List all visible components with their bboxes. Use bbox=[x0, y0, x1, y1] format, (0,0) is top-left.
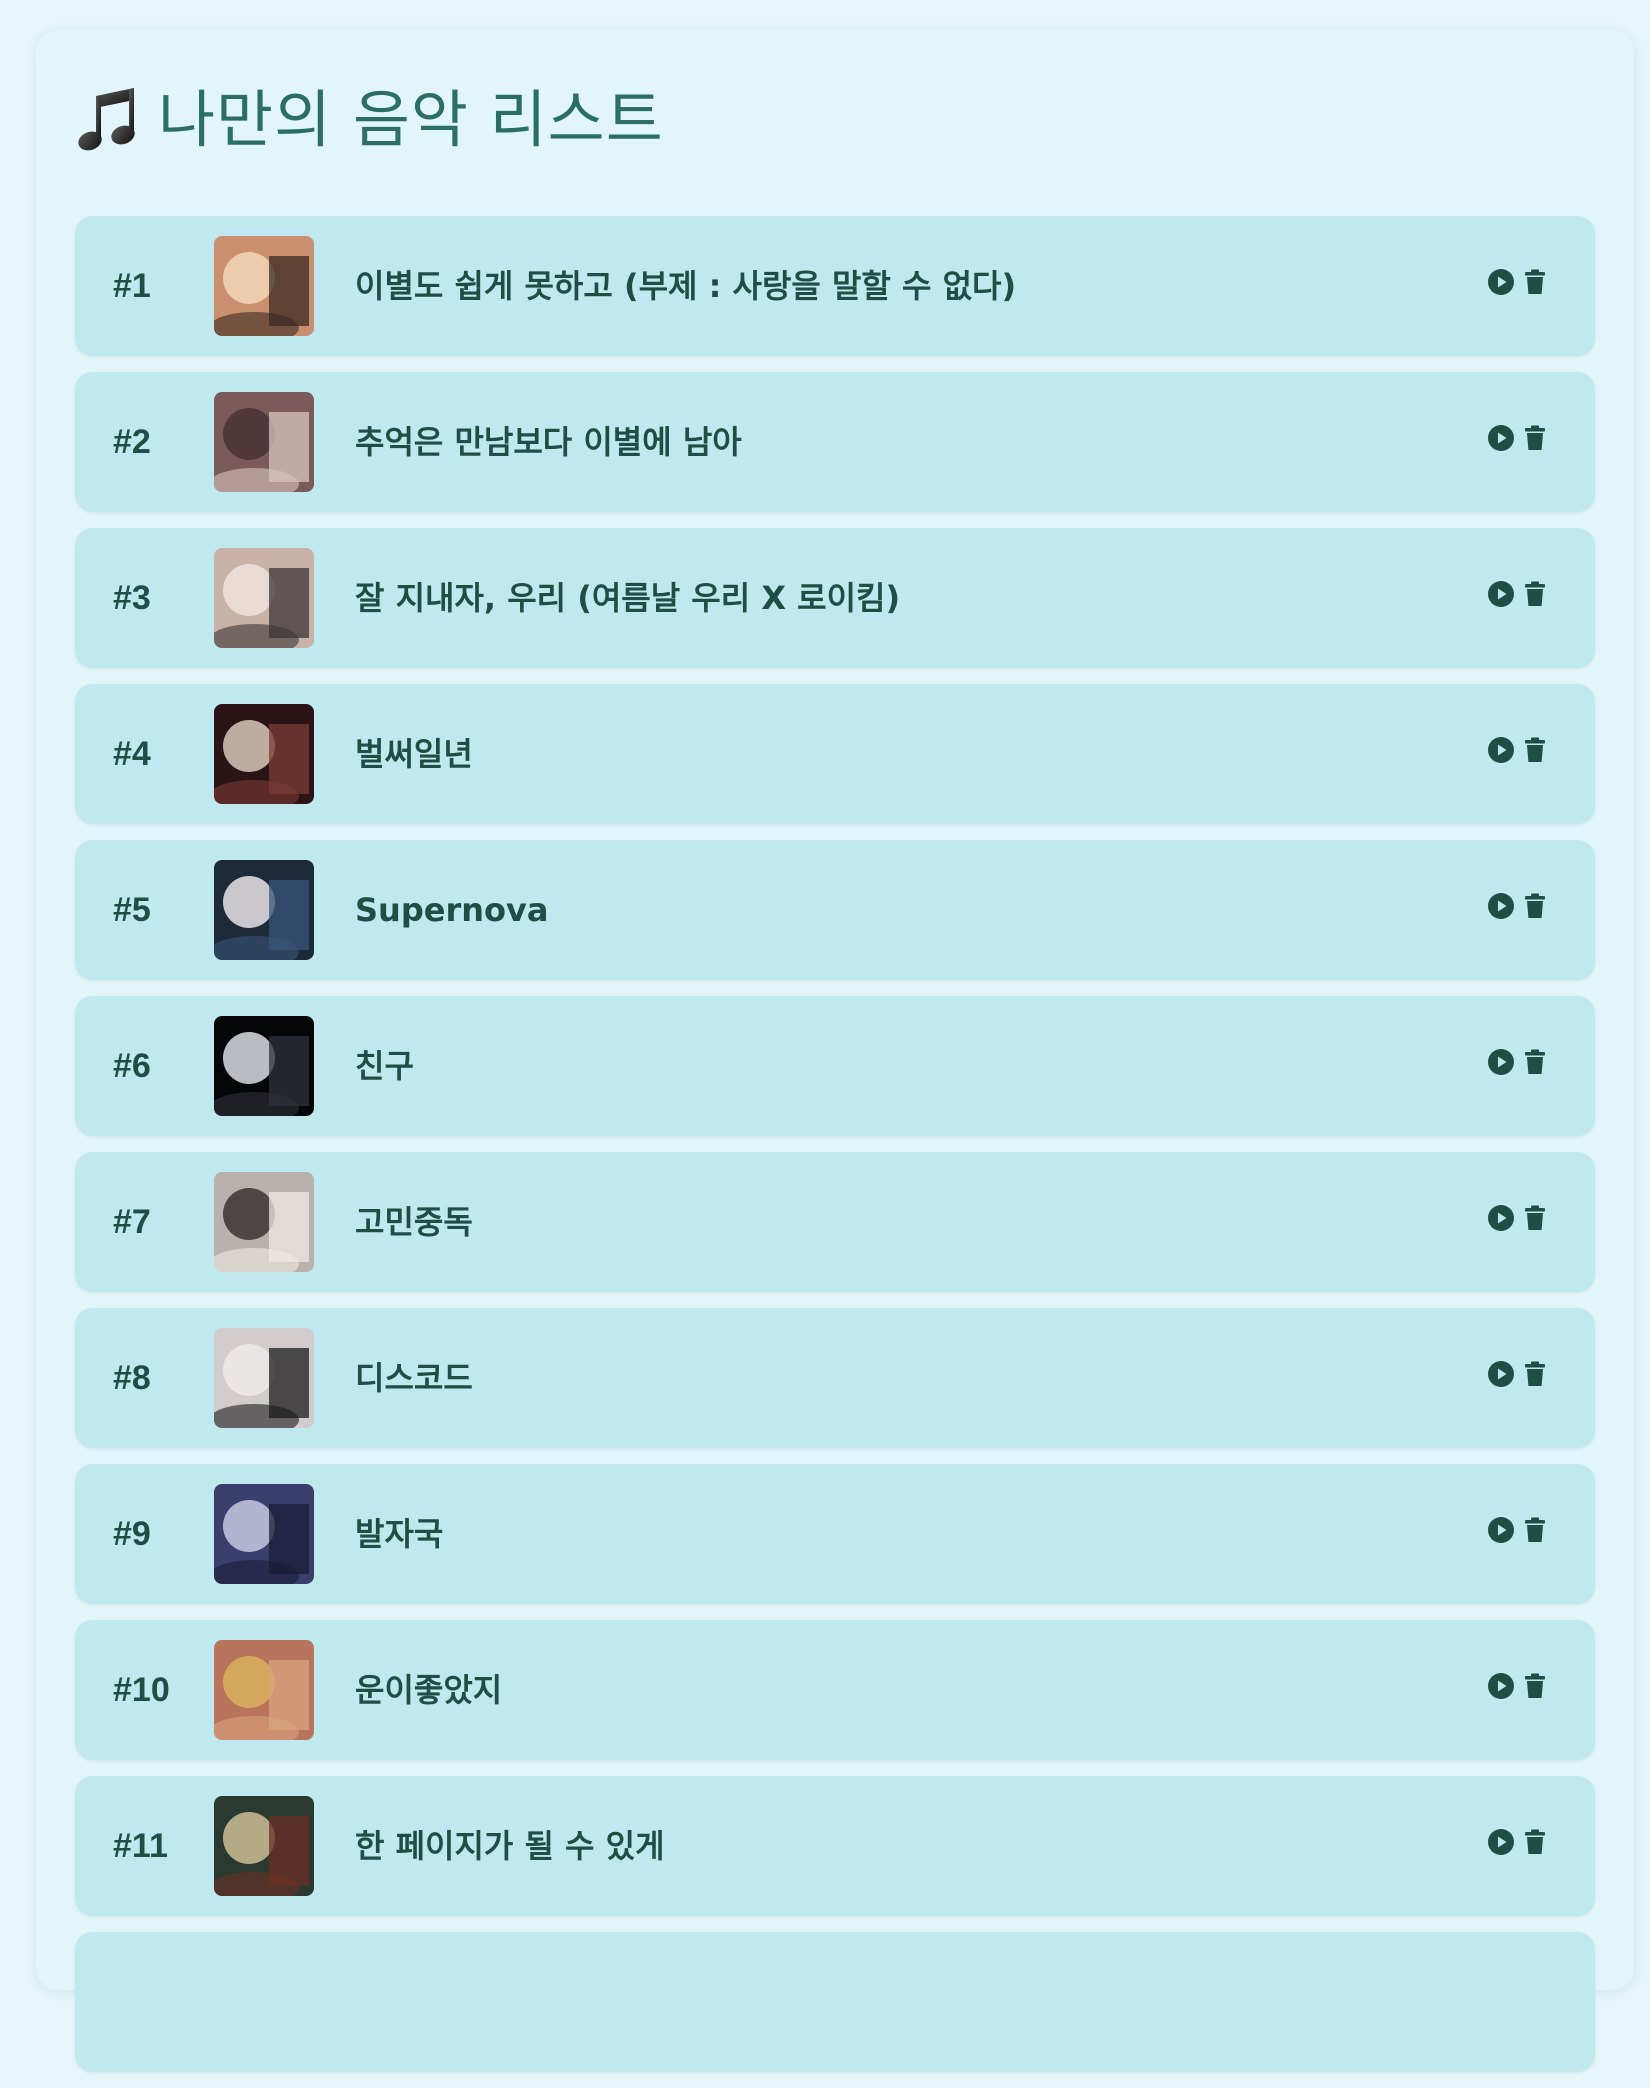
trash-icon[interactable] bbox=[1521, 1204, 1549, 1232]
trash-icon[interactable] bbox=[1521, 1360, 1549, 1388]
song-title: 친구 bbox=[355, 1047, 414, 1085]
song-actions bbox=[1487, 1516, 1549, 1544]
song-title: 한 페이지가 될 수 있게 bbox=[355, 1827, 665, 1865]
song-actions bbox=[1487, 1828, 1549, 1856]
album-thumbnail[interactable] bbox=[214, 1484, 314, 1584]
trash-icon[interactable] bbox=[1521, 736, 1549, 764]
album-thumbnail[interactable] bbox=[214, 1016, 314, 1116]
song-actions bbox=[1487, 1048, 1549, 1076]
song-row[interactable]: #10 운이좋았지 bbox=[75, 1620, 1595, 1760]
album-thumbnail[interactable] bbox=[214, 1796, 314, 1896]
play-icon[interactable] bbox=[1487, 268, 1515, 296]
album-thumbnail[interactable] bbox=[214, 236, 314, 336]
song-actions bbox=[1487, 892, 1549, 920]
play-icon[interactable] bbox=[1487, 1048, 1515, 1076]
song-rank: #7 bbox=[113, 1203, 151, 1241]
play-icon[interactable] bbox=[1487, 1204, 1515, 1232]
trash-icon[interactable] bbox=[1521, 268, 1549, 296]
song-rank: #11 bbox=[113, 1827, 168, 1865]
album-thumbnail[interactable] bbox=[214, 860, 314, 960]
playlist-card: 나만의 음악 리스트 #1 이별도 쉽게 못하고 (부제 : 사랑을 말할 수 … bbox=[36, 30, 1634, 2072]
song-rank: #5 bbox=[113, 891, 151, 929]
song-row[interactable]: #8 디스코드 bbox=[75, 1308, 1595, 1448]
play-icon[interactable] bbox=[1487, 1516, 1515, 1544]
play-icon[interactable] bbox=[1487, 892, 1515, 920]
play-icon[interactable] bbox=[1487, 580, 1515, 608]
song-rank: #8 bbox=[113, 1359, 151, 1397]
song-title: 디스코드 bbox=[355, 1359, 473, 1397]
song-title: 발자국 bbox=[355, 1515, 444, 1553]
song-actions bbox=[1487, 1360, 1549, 1388]
trash-icon[interactable] bbox=[1521, 1828, 1549, 1856]
trash-icon[interactable] bbox=[1521, 1516, 1549, 1544]
trash-icon[interactable] bbox=[1521, 1048, 1549, 1076]
album-thumbnail[interactable] bbox=[214, 704, 314, 804]
music-note-icon bbox=[76, 86, 140, 154]
song-title: 벌써일년 bbox=[355, 735, 473, 773]
song-row[interactable]: #1 이별도 쉽게 못하고 (부제 : 사랑을 말할 수 없다) bbox=[75, 216, 1595, 356]
song-row[interactable] bbox=[75, 1932, 1595, 2072]
song-list: #1 이별도 쉽게 못하고 (부제 : 사랑을 말할 수 없다) bbox=[75, 216, 1595, 2088]
song-title: 운이좋았지 bbox=[355, 1671, 503, 1709]
play-icon[interactable] bbox=[1487, 1828, 1515, 1856]
song-rank: #10 bbox=[113, 1671, 170, 1709]
song-rank: #1 bbox=[113, 267, 151, 305]
song-title: Supernova bbox=[355, 891, 549, 929]
song-actions bbox=[1487, 1672, 1549, 1700]
song-row[interactable]: #11 한 페이지가 될 수 있게 bbox=[75, 1776, 1595, 1916]
song-actions bbox=[1487, 1204, 1549, 1232]
album-thumbnail[interactable] bbox=[214, 1172, 314, 1272]
trash-icon[interactable] bbox=[1521, 424, 1549, 452]
song-row[interactable]: #2 추억은 만남보다 이별에 남아 bbox=[75, 372, 1595, 512]
song-rank: #6 bbox=[113, 1047, 151, 1085]
song-row[interactable]: #4 벌써일년 bbox=[75, 684, 1595, 824]
song-rank: #2 bbox=[113, 423, 151, 461]
song-title: 이별도 쉽게 못하고 (부제 : 사랑을 말할 수 없다) bbox=[355, 267, 1017, 305]
song-actions bbox=[1487, 736, 1549, 764]
play-icon[interactable] bbox=[1487, 736, 1515, 764]
trash-icon[interactable] bbox=[1521, 580, 1549, 608]
song-actions bbox=[1487, 268, 1549, 296]
album-thumbnail[interactable] bbox=[214, 1640, 314, 1740]
song-row[interactable]: #7 고민중독 bbox=[75, 1152, 1595, 1292]
album-thumbnail[interactable] bbox=[214, 392, 314, 492]
album-thumbnail[interactable] bbox=[214, 548, 314, 648]
song-title: 고민중독 bbox=[355, 1203, 473, 1241]
song-actions bbox=[1487, 424, 1549, 452]
trash-icon[interactable] bbox=[1521, 892, 1549, 920]
song-rank: #3 bbox=[113, 579, 151, 617]
song-row[interactable]: #6 친구 bbox=[75, 996, 1595, 1136]
song-title: 추억은 만남보다 이별에 남아 bbox=[355, 423, 742, 461]
play-icon[interactable] bbox=[1487, 424, 1515, 452]
page-title-text: 나만의 음악 리스트 bbox=[158, 83, 664, 156]
song-rank: #4 bbox=[113, 735, 151, 773]
page-title: 나만의 음악 리스트 bbox=[76, 86, 664, 154]
song-row[interactable]: #9 발자국 bbox=[75, 1464, 1595, 1604]
trash-icon[interactable] bbox=[1521, 1672, 1549, 1700]
album-thumbnail[interactable] bbox=[214, 1328, 314, 1428]
play-icon[interactable] bbox=[1487, 1672, 1515, 1700]
song-row[interactable]: #3 잘 지내자, 우리 (여름날 우리 X 로이킴) bbox=[75, 528, 1595, 668]
song-row[interactable]: #5 Supernova bbox=[75, 840, 1595, 980]
play-icon[interactable] bbox=[1487, 1360, 1515, 1388]
song-actions bbox=[1487, 580, 1549, 608]
song-rank: #9 bbox=[113, 1515, 151, 1553]
song-title: 잘 지내자, 우리 (여름날 우리 X 로이킴) bbox=[355, 579, 901, 617]
